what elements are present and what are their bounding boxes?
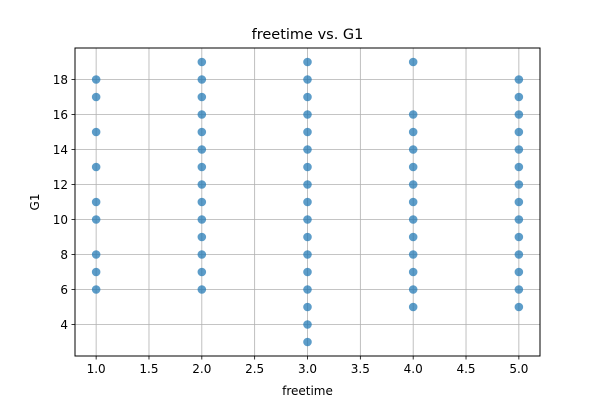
data-point [91,267,101,277]
axis-ticks: 1.0 1.5 2.0 2.5 3.0 3.5 4.0 4.5 5.0 4 6 8 10 12 14 16 18 [53,73,529,376]
data-point [408,215,418,224]
data-point [408,180,418,189]
y-tick-label: 16 [53,108,68,122]
data-point [303,250,312,259]
data-point [303,57,312,67]
data-point [91,285,101,294]
data-point [408,57,418,67]
data-point [303,110,312,119]
x-tick-label: 1.5 [139,362,158,376]
data-point [303,145,312,154]
data-point [303,75,312,84]
data-point [514,92,524,102]
data-point [408,232,418,242]
x-tick-label: 2.0 [192,362,211,376]
data-point [303,180,312,189]
data-point [408,197,418,207]
data-point [303,267,312,277]
data-point [408,110,418,119]
x-tick-label: 3.0 [298,362,317,376]
data-point [514,180,524,189]
data-point [408,267,418,277]
data-points [91,57,524,347]
data-point [197,285,207,294]
y-axis-title: G1 [28,194,42,211]
data-point [408,162,418,172]
data-point [514,110,524,119]
x-tick-label: 1.0 [87,362,106,376]
data-point [303,197,312,207]
data-point [197,75,207,84]
data-point [91,92,101,102]
data-point [303,285,312,294]
data-point [91,250,101,259]
data-point [408,250,418,259]
y-tick-label: 12 [53,178,68,192]
data-point [303,92,312,102]
data-point [514,127,524,137]
data-point [197,232,207,242]
data-point [91,215,101,224]
data-point [91,127,101,137]
data-point [303,302,312,312]
data-point [197,145,207,154]
data-point [408,127,418,137]
data-point [197,215,207,224]
x-tick-label: 2.5 [245,362,264,376]
data-point [408,285,418,294]
data-point [514,285,524,294]
data-point [514,145,524,154]
data-point [197,250,207,259]
data-point [514,197,524,207]
data-point [197,162,207,172]
x-tick-label: 4.5 [456,362,475,376]
x-tick-label: 4.0 [404,362,423,376]
y-tick-label: 8 [60,248,68,262]
data-point [303,337,312,347]
data-point [408,145,418,154]
data-point [514,267,524,277]
data-point [514,250,524,259]
data-point [197,92,207,102]
data-point [514,75,524,84]
data-point [197,110,207,119]
y-tick-label: 10 [53,213,68,227]
data-point [514,232,524,242]
data-point [303,127,312,137]
x-axis-title: freetime [282,384,333,398]
data-point [197,127,207,137]
data-point [514,302,524,312]
data-point [197,180,207,189]
y-tick-label: 14 [53,143,68,157]
chart-title: freetime vs. G1 [252,27,364,43]
data-point [91,75,101,84]
data-point [91,197,101,207]
data-point [514,162,524,172]
y-tick-label: 18 [53,73,68,87]
x-tick-label: 5.0 [509,362,528,376]
data-point [91,162,101,172]
x-tick-label: 3.5 [351,362,370,376]
data-point [514,215,524,224]
y-tick-label: 4 [60,318,68,332]
y-tick-label: 6 [60,283,68,297]
data-point [408,302,418,312]
data-point [197,197,207,207]
data-point [197,267,207,277]
data-point [303,162,312,172]
data-point [197,57,207,67]
data-point [303,215,312,224]
data-point [303,320,312,329]
data-point [303,232,312,242]
